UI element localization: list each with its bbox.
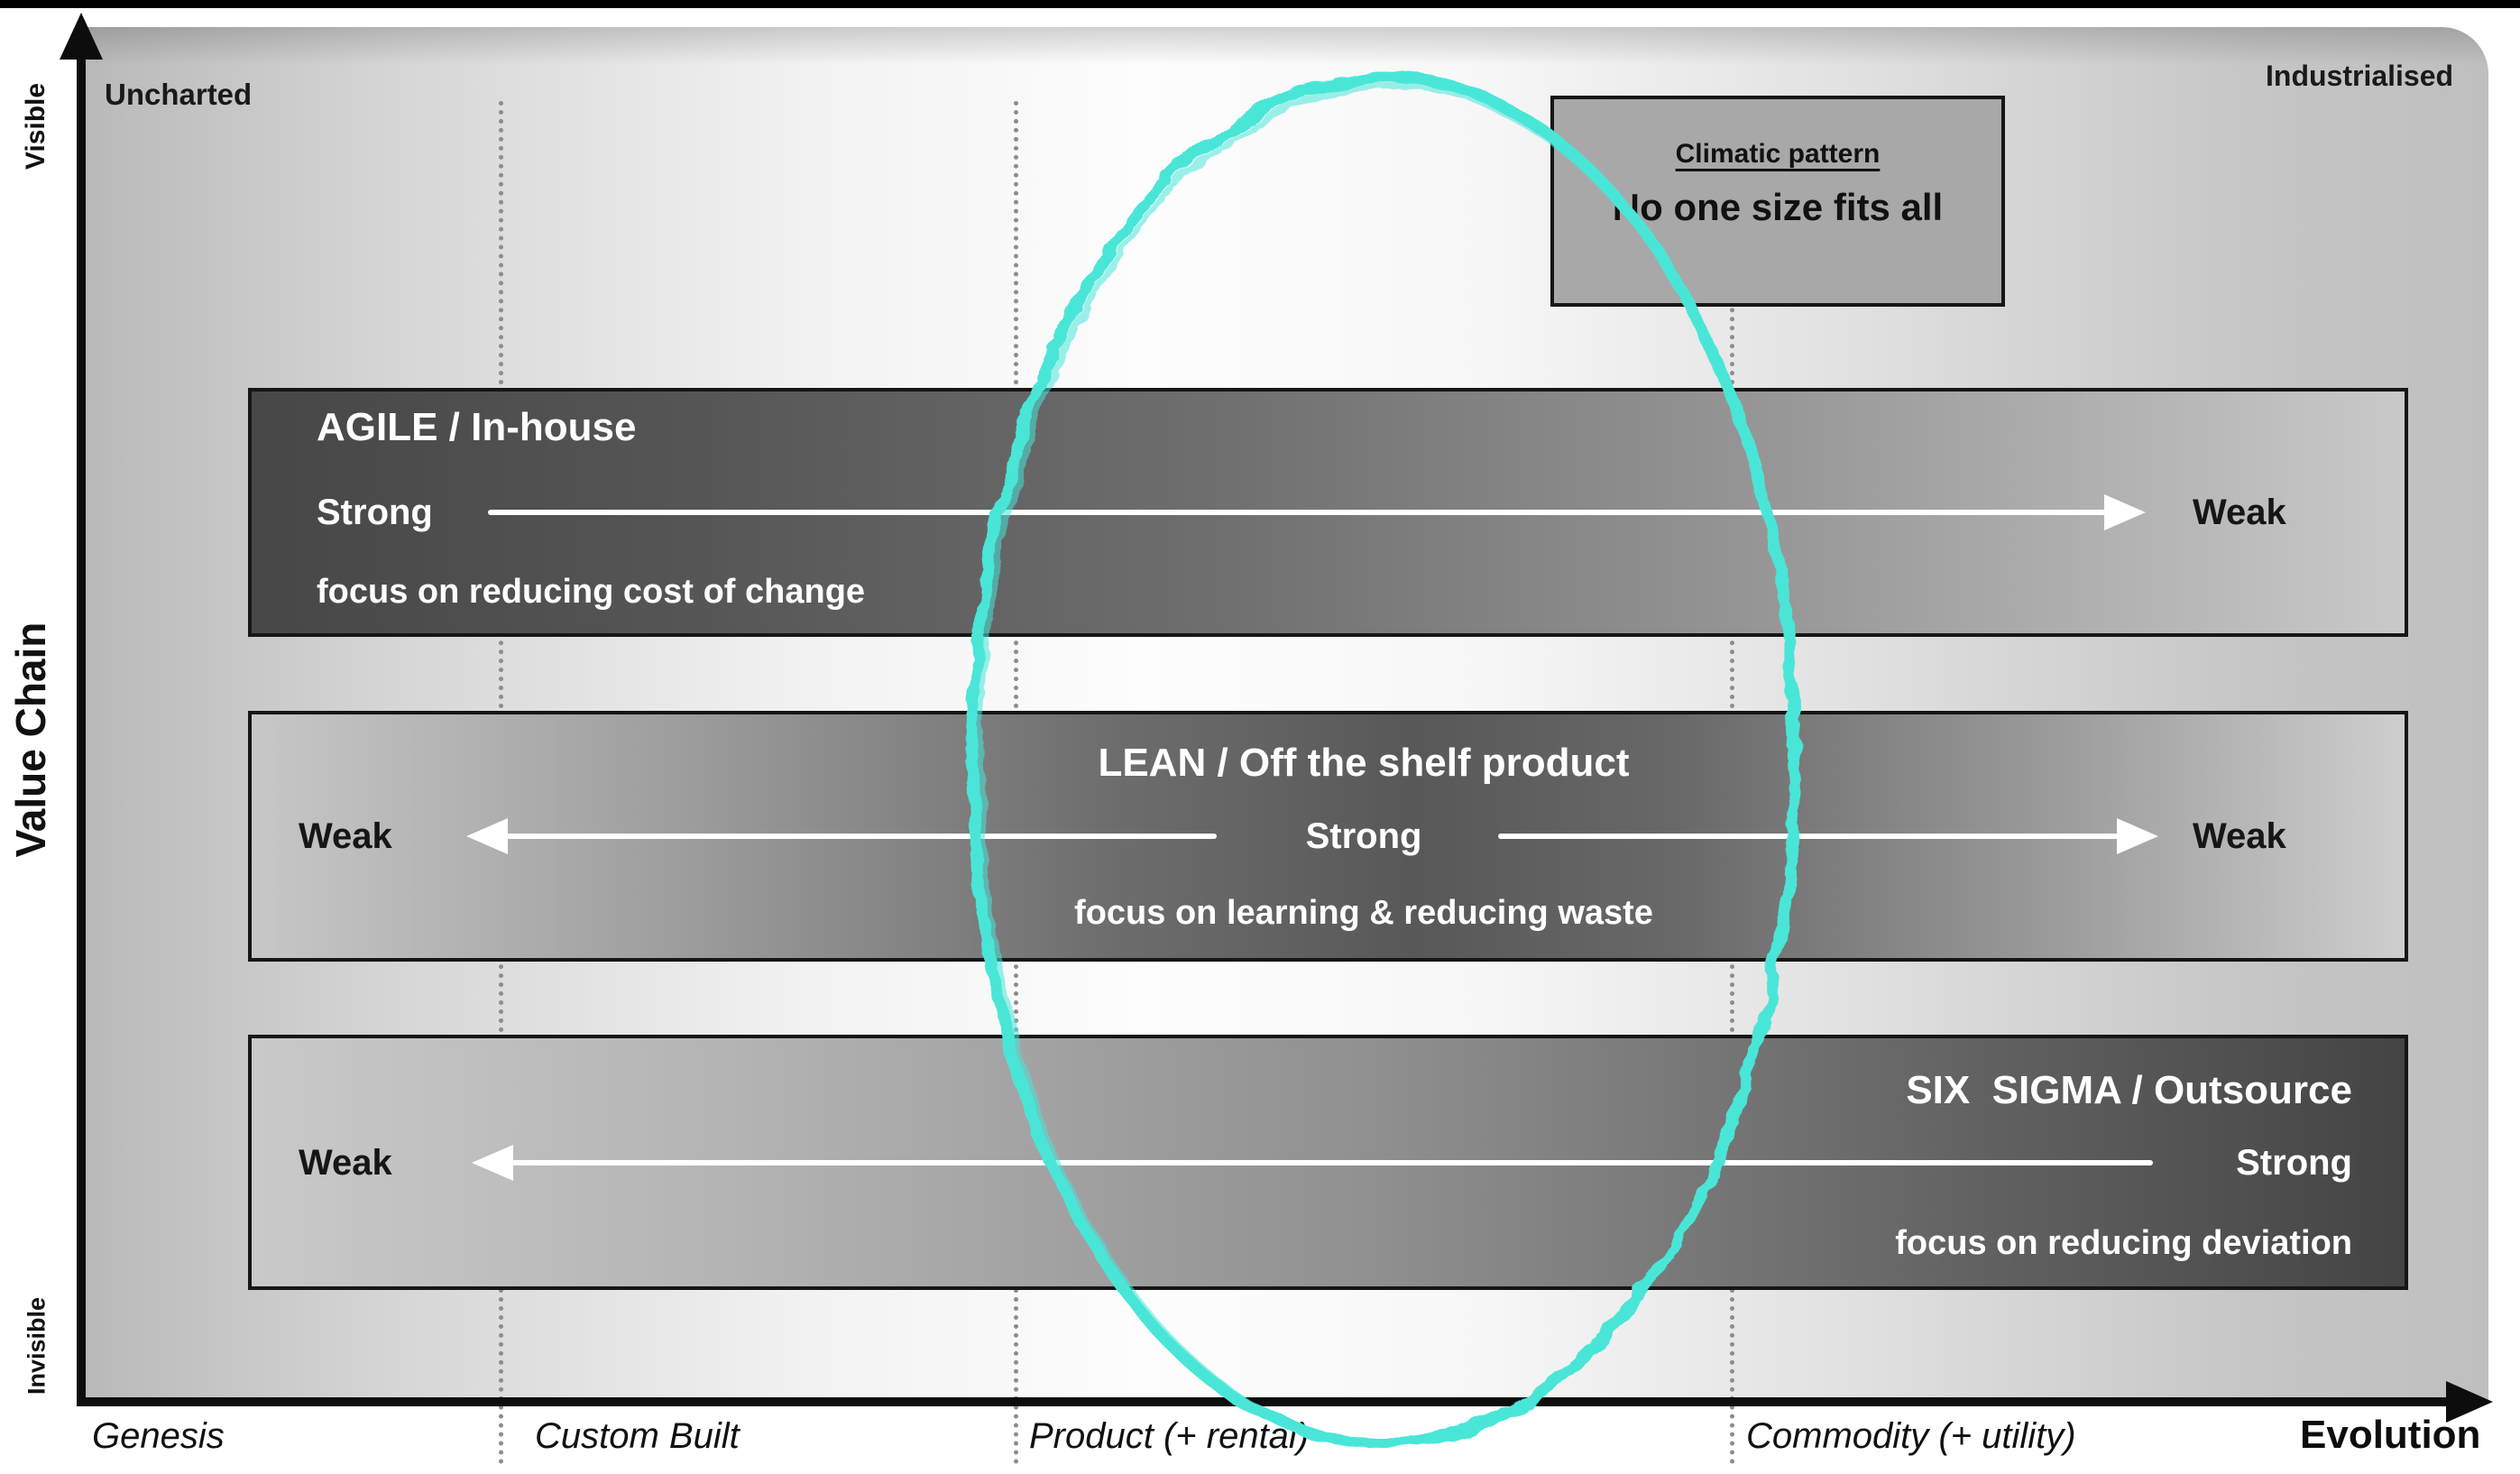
- stage-label-commodity: Commodity (+ utility): [1746, 1416, 2076, 1456]
- y-axis-visible-label: Visible: [21, 82, 51, 170]
- lean-arrow-line-left: [506, 834, 1217, 839]
- bar-six-sigma-strong-label: Strong: [2236, 1143, 2352, 1183]
- climatic-pattern-message: No one size fits all: [1612, 186, 1944, 228]
- stage-label-custom-built: Custom Built: [535, 1416, 740, 1456]
- bar-six-sigma-focus: focus on reducing deviation: [1895, 1224, 2352, 1262]
- bar-lean: LEAN / Off the shelf product Weak Strong…: [248, 711, 2408, 962]
- lean-arrow-head-right-icon: [2117, 818, 2158, 854]
- six-sigma-arrow-line: [511, 1160, 2153, 1165]
- climatic-pattern-box: Climatic pattern No one size fits all: [1550, 96, 2005, 307]
- agile-arrow-head-right-icon: [2104, 494, 2146, 530]
- y-axis-title: Value Chain: [7, 622, 54, 858]
- bar-six-sigma: SIX SIGMA / Outsource Weak Strong focus …: [248, 1035, 2408, 1290]
- bar-lean-title: LEAN / Off the shelf product: [1098, 741, 1630, 785]
- agile-arrow-line: [488, 510, 2108, 515]
- x-axis-title: Evolution: [2300, 1413, 2481, 1457]
- lean-arrow-head-left-icon: [466, 818, 508, 854]
- stage-label-genesis: Genesis: [92, 1416, 225, 1456]
- bar-lean-weak-right-label: Weak: [2193, 816, 2286, 856]
- y-axis: [77, 38, 86, 1405]
- bar-agile-focus: focus on reducing cost of change: [317, 573, 866, 611]
- bar-lean-weak-left-label: Weak: [299, 816, 392, 856]
- industrialised-label: Industrialised: [2266, 60, 2454, 92]
- bar-lean-strong-label: Strong: [1305, 816, 1422, 856]
- top-border: [0, 0, 2520, 8]
- y-axis-arrowhead-icon: [60, 13, 103, 60]
- bar-lean-focus: focus on learning & reducing waste: [1074, 894, 1653, 932]
- bar-agile: AGILE / In-house Strong Weak focus on re…: [248, 388, 2408, 637]
- x-axis: [77, 1397, 2449, 1406]
- uncharted-label: Uncharted: [105, 78, 253, 111]
- bar-six-sigma-title: SIX SIGMA / Outsource: [1906, 1068, 2352, 1112]
- bar-agile-title: AGILE / In-house: [317, 405, 637, 449]
- bar-six-sigma-weak-label: Weak: [299, 1143, 392, 1183]
- bar-agile-strong-label: Strong: [317, 493, 433, 532]
- stage-label-product: Product (+ rental): [1029, 1416, 1310, 1456]
- y-axis-invisible-label: Invisible: [23, 1296, 51, 1396]
- lean-arrow-line-right: [1498, 834, 2119, 839]
- six-sigma-arrow-head-left-icon: [472, 1145, 513, 1181]
- bar-agile-weak-label: Weak: [2193, 493, 2286, 532]
- x-axis-arrowhead-icon: [2446, 1381, 2493, 1423]
- climatic-pattern-heading: Climatic pattern: [1675, 139, 1881, 169]
